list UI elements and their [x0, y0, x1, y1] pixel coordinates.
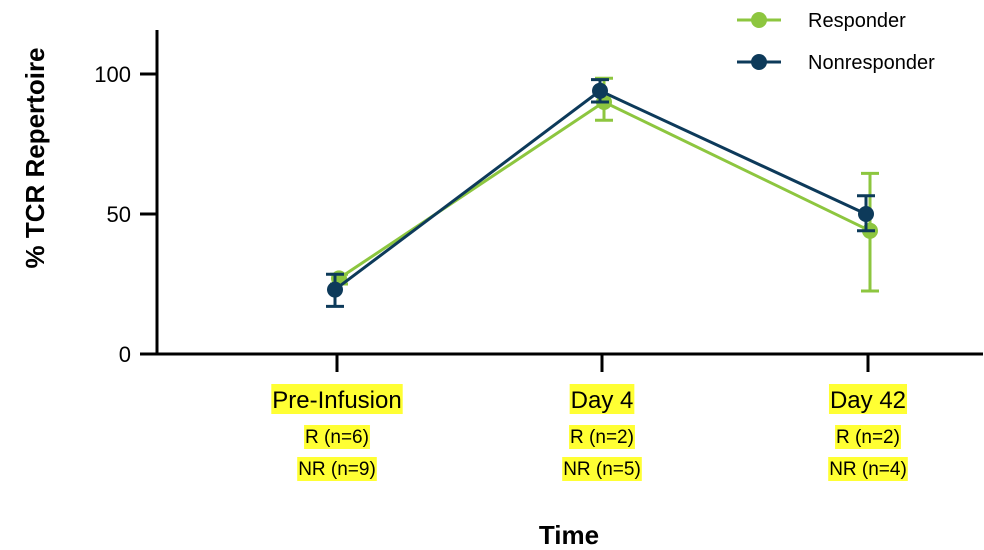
x-label-highlight: [835, 425, 901, 449]
x-label-highlight: [828, 384, 908, 414]
x-label-highlight: [304, 425, 370, 449]
y-tick-label: 100: [94, 62, 131, 87]
y-tick-label: 50: [107, 202, 131, 227]
y-ticks: 0 50 100: [94, 62, 157, 367]
y-axis-title: % TCR Repertoire: [20, 47, 50, 268]
series: [326, 76, 879, 308]
x-axis-title: Time: [539, 520, 599, 550]
x-category-label: Day 42: [830, 387, 906, 414]
series-responder: [330, 76, 879, 293]
x-category-sub-label: NR (n=9): [298, 459, 376, 480]
legend-label: Nonresponder: [808, 52, 935, 74]
x-category-sub-label: R (n=2): [570, 427, 634, 448]
x-label-highlight: [828, 457, 908, 481]
x-label-highlight: [569, 425, 635, 449]
legend-marker: [751, 12, 767, 28]
x-category-sub-label: NR (n=5): [563, 459, 641, 480]
data-point: [858, 206, 874, 222]
legend-label: Responder: [808, 10, 906, 32]
x-category-sub-label: R (n=6): [305, 427, 369, 448]
x-label-highlight: [271, 384, 403, 414]
x-label-highlight: [569, 384, 635, 414]
x-category-sub-label: R (n=2): [836, 427, 900, 448]
x-ticks: Pre-Infusion R (n=6) NR (n=9) Day 4 R (n=2) N…: [271, 355, 908, 481]
legend: Responder Nonresponder: [737, 10, 935, 74]
data-point: [327, 281, 343, 298]
axes: [140, 30, 983, 356]
x-category-label: Day 4: [571, 387, 634, 414]
x-label-highlight: [297, 457, 377, 481]
x-label-highlight: [562, 457, 642, 481]
x-category-sub-label: NR (n=4): [829, 459, 907, 480]
legend-marker: [751, 54, 767, 70]
series-line: [338, 100, 871, 280]
series-nonresponder: [326, 78, 875, 308]
x-category-label: Pre-Infusion: [272, 387, 401, 414]
data-point: [592, 82, 608, 99]
y-tick-label: 0: [119, 342, 131, 367]
